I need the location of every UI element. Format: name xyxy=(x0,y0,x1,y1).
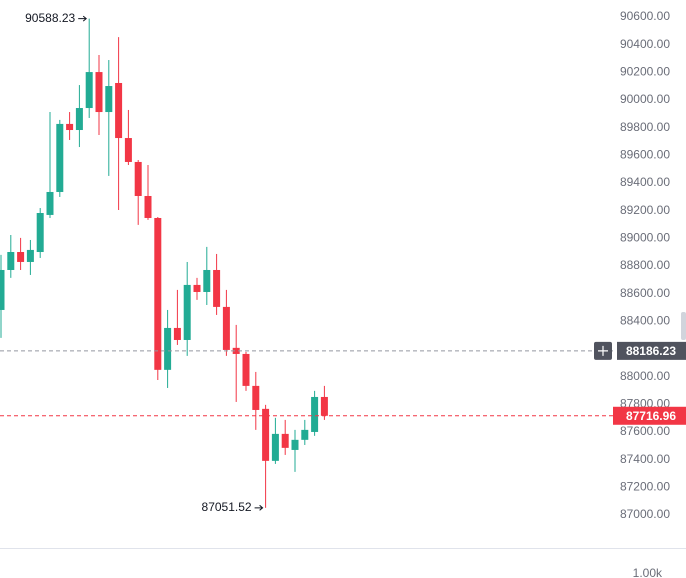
candle-body xyxy=(203,269,211,292)
candle-body xyxy=(271,433,279,461)
candle-body xyxy=(7,252,15,270)
candle-body xyxy=(26,249,34,262)
y-tick-label: 89800.00 xyxy=(620,120,670,134)
volume-axis-label: 1.00k xyxy=(633,566,663,578)
candle-body xyxy=(75,108,83,131)
candle-body xyxy=(105,86,113,113)
y-tick-label: 88600.00 xyxy=(620,286,670,300)
candle-body xyxy=(115,82,123,139)
y-tick-label: 88800.00 xyxy=(620,258,670,272)
candle-body xyxy=(154,217,162,370)
candle-body xyxy=(173,327,181,340)
candle-body xyxy=(213,269,221,307)
candle-body xyxy=(46,191,54,215)
candle-body xyxy=(85,72,93,109)
candle-body xyxy=(164,327,172,370)
y-tick-label: 89600.00 xyxy=(620,147,670,161)
y-tick-label: 90400.00 xyxy=(620,37,670,51)
y-tick-label: 89400.00 xyxy=(620,175,670,189)
candle-body xyxy=(222,306,230,350)
scroll-handle[interactable] xyxy=(681,312,686,340)
candle-body xyxy=(56,123,64,192)
y-tick-label: 89000.00 xyxy=(620,230,670,244)
y-tick-label: 88000.00 xyxy=(620,369,670,383)
candle-body xyxy=(232,347,240,354)
low-annotation: 87051.52 xyxy=(202,500,252,514)
candle-body xyxy=(242,353,250,386)
candle-body xyxy=(17,252,25,262)
candle-body xyxy=(124,138,132,162)
candle-body xyxy=(183,284,191,340)
candle-body xyxy=(66,123,74,131)
candle-body xyxy=(0,269,5,310)
candle-body xyxy=(252,385,260,410)
y-tick-label: 87600.00 xyxy=(620,424,670,438)
y-tick-label: 87000.00 xyxy=(620,507,670,521)
candle-body xyxy=(311,396,319,432)
crosshair-price-label: 88186.23 xyxy=(626,344,676,358)
y-tick-label: 90600.00 xyxy=(620,9,670,23)
last-price-box xyxy=(613,406,686,425)
candle-body xyxy=(193,284,201,292)
annotation-arrow xyxy=(254,504,264,511)
annotation-arrow xyxy=(78,15,87,22)
y-tick-label: 90200.00 xyxy=(620,65,670,79)
candle-body xyxy=(291,439,299,450)
candle-body xyxy=(144,195,152,218)
y-tick-label: 90000.00 xyxy=(620,92,670,106)
plus-icon xyxy=(598,345,608,356)
candle-body xyxy=(95,72,103,113)
candle-body xyxy=(36,213,44,253)
y-tick-label: 89200.00 xyxy=(620,203,670,217)
candle-body xyxy=(301,429,309,440)
candle-body xyxy=(320,396,328,416)
candle-body xyxy=(262,408,270,461)
candle-body xyxy=(134,161,142,196)
y-tick-label: 87200.00 xyxy=(620,479,670,493)
candle-body xyxy=(281,433,289,448)
y-tick-label: 88400.00 xyxy=(620,313,670,327)
crosshair-price-box xyxy=(617,341,686,360)
last-price-label: 87716.96 xyxy=(626,409,676,423)
high-annotation: 90588.23 xyxy=(25,11,75,25)
y-tick-label: 87400.00 xyxy=(620,452,670,466)
